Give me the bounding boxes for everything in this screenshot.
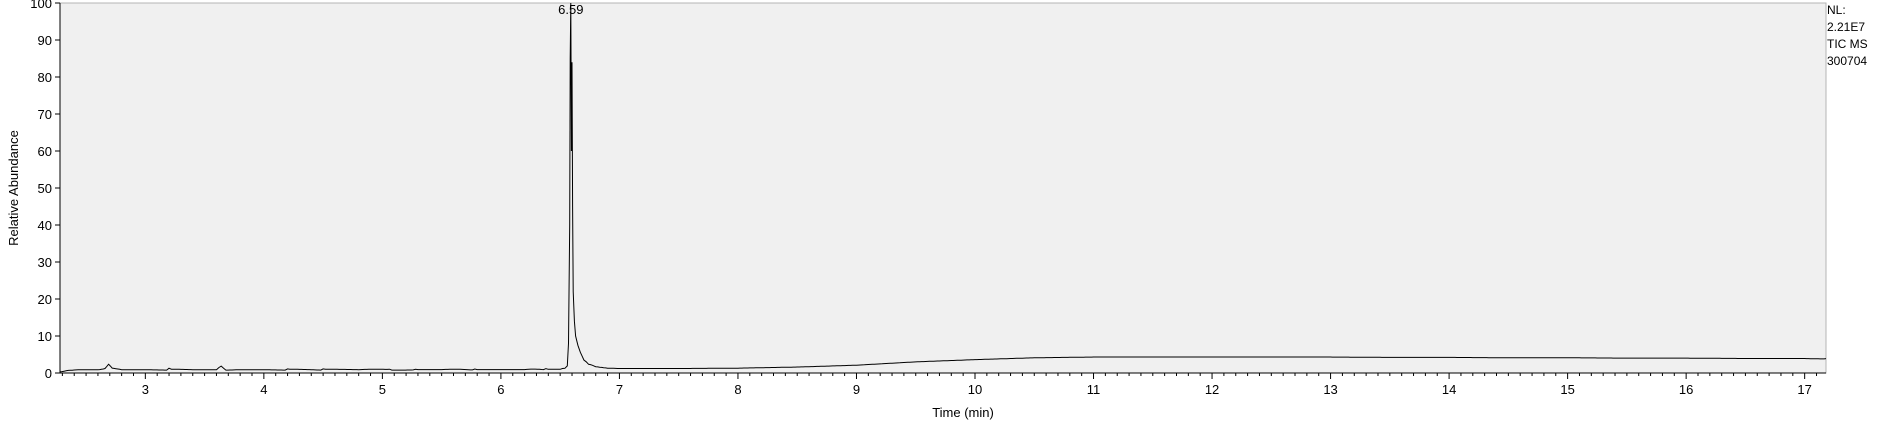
x-tick-label: 8	[734, 382, 741, 397]
x-tick-label: 6	[497, 382, 504, 397]
y-tick-label: 60	[38, 144, 52, 159]
x-tick-label: 16	[1679, 382, 1693, 397]
info-line-scan: TIC MS	[1827, 37, 1868, 51]
tic-trace-line	[59, 2, 1827, 373]
x-tick-label: 4	[260, 382, 267, 397]
y-tick-label: 0	[45, 366, 52, 381]
y-tick-label: 50	[38, 181, 52, 196]
x-tick-label: 17	[1797, 382, 1811, 397]
y-tick-label: 80	[38, 70, 52, 85]
y-tick-label: 40	[38, 218, 52, 233]
y-tick-label: 10	[38, 329, 52, 344]
x-tick-label: 10	[968, 382, 982, 397]
plot-area	[59, 2, 1827, 374]
x-tick-label: 5	[379, 382, 386, 397]
x-tick-label: 3	[142, 382, 149, 397]
x-tick-label: 11	[1087, 382, 1101, 397]
x-tick-label: 7	[616, 382, 623, 397]
y-tick-label: 30	[38, 255, 52, 270]
peak-label: 6.59	[558, 2, 583, 17]
x-tick-label: 12	[1205, 382, 1219, 397]
x-axis-label: Time (min)	[932, 405, 994, 420]
info-line-nl: NL:	[1827, 3, 1846, 17]
x-tick-label: 13	[1323, 382, 1337, 397]
info-line-file: 300704	[1827, 54, 1867, 68]
scan-info: NL: 2.21E7 TIC MS 300704	[1827, 3, 1868, 68]
y-tick-label: 70	[38, 107, 52, 122]
x-tick-label: 14	[1442, 382, 1456, 397]
y-axis-ticks: 0 10 20 30 40 50 60 70 80 90 100	[30, 0, 60, 381]
info-line-value: 2.21E7	[1827, 20, 1865, 34]
y-axis-label: Relative Abundance	[6, 130, 21, 246]
x-axis-ticks: 3 4 5 6 7 8 9 10 11 12 13 14 15 16 17	[61, 373, 1818, 397]
y-tick-label: 100	[30, 0, 52, 11]
y-tick-label: 90	[38, 33, 52, 48]
x-tick-label: 15	[1560, 382, 1574, 397]
y-tick-label: 20	[38, 292, 52, 307]
x-tick-label: 9	[853, 382, 860, 397]
